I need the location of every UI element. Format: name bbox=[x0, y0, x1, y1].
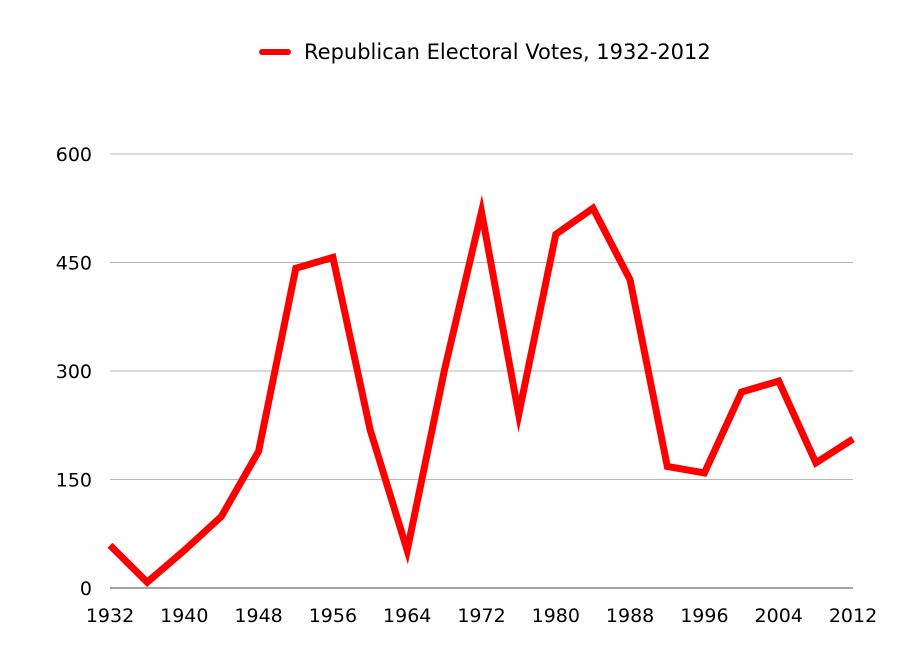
series-group bbox=[107, 194, 855, 587]
x-tick-label: 1956 bbox=[309, 605, 357, 627]
x-tick-label: 1980 bbox=[532, 605, 580, 627]
y-axis-ticks: 0 150 300 450 600 bbox=[56, 144, 92, 600]
y-tick-label: 300 bbox=[56, 361, 92, 383]
y-tick-label: 0 bbox=[80, 578, 92, 600]
x-tick-label: 2004 bbox=[755, 605, 803, 627]
legend-label: Republican Electoral Votes, 1932-2012 bbox=[304, 40, 711, 64]
y-tick-label: 450 bbox=[56, 253, 92, 275]
gridlines bbox=[110, 153, 853, 589]
y-tick-label: 600 bbox=[56, 144, 92, 166]
x-tick-label: 1964 bbox=[383, 605, 431, 627]
x-tick-label: 1932 bbox=[86, 605, 134, 627]
x-tick-label: 1996 bbox=[680, 605, 728, 627]
x-axis-ticks: 1932 1940 1948 1956 1964 1972 1980 1988 1996 2004… bbox=[86, 605, 877, 627]
legend: Republican Electoral Votes, 1932-2012 bbox=[259, 40, 711, 64]
x-tick-label: 1972 bbox=[457, 605, 505, 627]
x-tick-label: 1940 bbox=[160, 605, 208, 627]
x-tick-label: 2012 bbox=[829, 605, 877, 627]
x-tick-label: 1948 bbox=[234, 605, 282, 627]
series-line bbox=[107, 194, 855, 587]
x-tick-label: 1988 bbox=[606, 605, 654, 627]
y-tick-label: 150 bbox=[56, 470, 92, 492]
